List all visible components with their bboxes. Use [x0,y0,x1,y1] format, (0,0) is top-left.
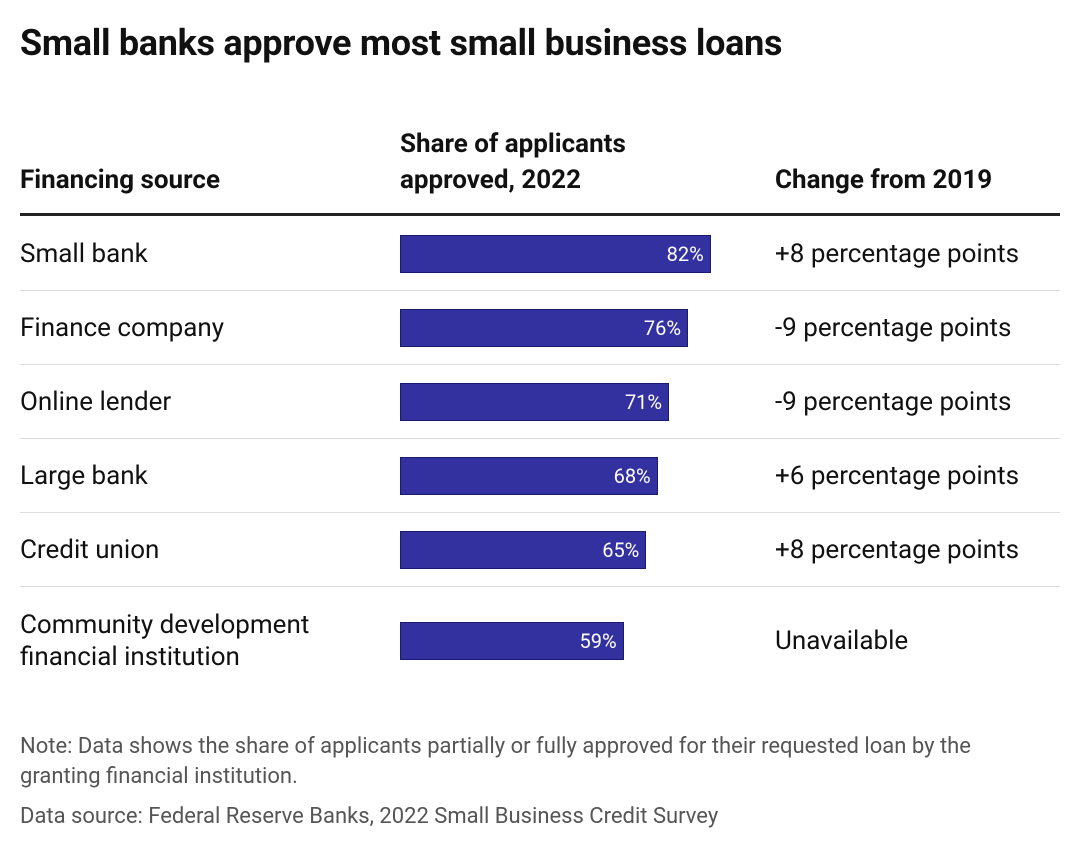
change-label: Unavailable [775,625,909,656]
column-header: Financing source [20,165,220,195]
value-label: 59% [579,628,617,653]
category-label: Credit union [20,534,160,565]
change-label: +6 percentage points [775,460,1020,491]
change-label: -9 percentage points [775,386,1012,417]
category-label: Community development financial institut… [20,609,310,672]
table-row: Finance company 76% -9 percentage points [20,291,1060,365]
bar: 68% [400,456,658,495]
category-label: Online lender [20,386,172,417]
change-label: -9 percentage points [775,312,1012,343]
column-header: Share of applicants approved, 2022 [400,129,626,195]
bar: 59% [400,621,624,660]
value-label: 68% [613,463,651,488]
note: Note: Data shows the share of applicants… [20,734,971,789]
title: Small banks approve most small business … [20,22,783,64]
table-row: Community development financial institut… [20,587,1060,694]
change-label: +8 percentage points [775,238,1020,269]
category-label: Finance company [20,312,225,343]
value-label: 82% [666,241,704,266]
bar: 65% [400,530,647,569]
column-header: Change from 2019 [775,165,993,195]
bar: 71% [400,382,670,421]
category-label: Small bank [20,238,148,269]
table-row: Online lender 71% -9 percentage points [20,365,1060,439]
value-label: 65% [602,537,640,562]
bar: 82% [400,234,711,273]
header-rule [20,213,1060,216]
change-label: +8 percentage points [775,534,1020,565]
value-label: 76% [643,315,682,340]
table-row: Large bank 68% +6 percentage points [20,439,1060,513]
source: Data source: Federal Reserve Banks, 2022… [20,804,719,829]
category-label: Large bank [20,460,148,491]
table-row: Small bank 82% +8 percentage points [20,217,1060,291]
value-label: 71% [624,389,663,414]
bar: 76% [400,308,689,347]
table-row: Credit union 65% +8 percentage points [20,513,1060,587]
